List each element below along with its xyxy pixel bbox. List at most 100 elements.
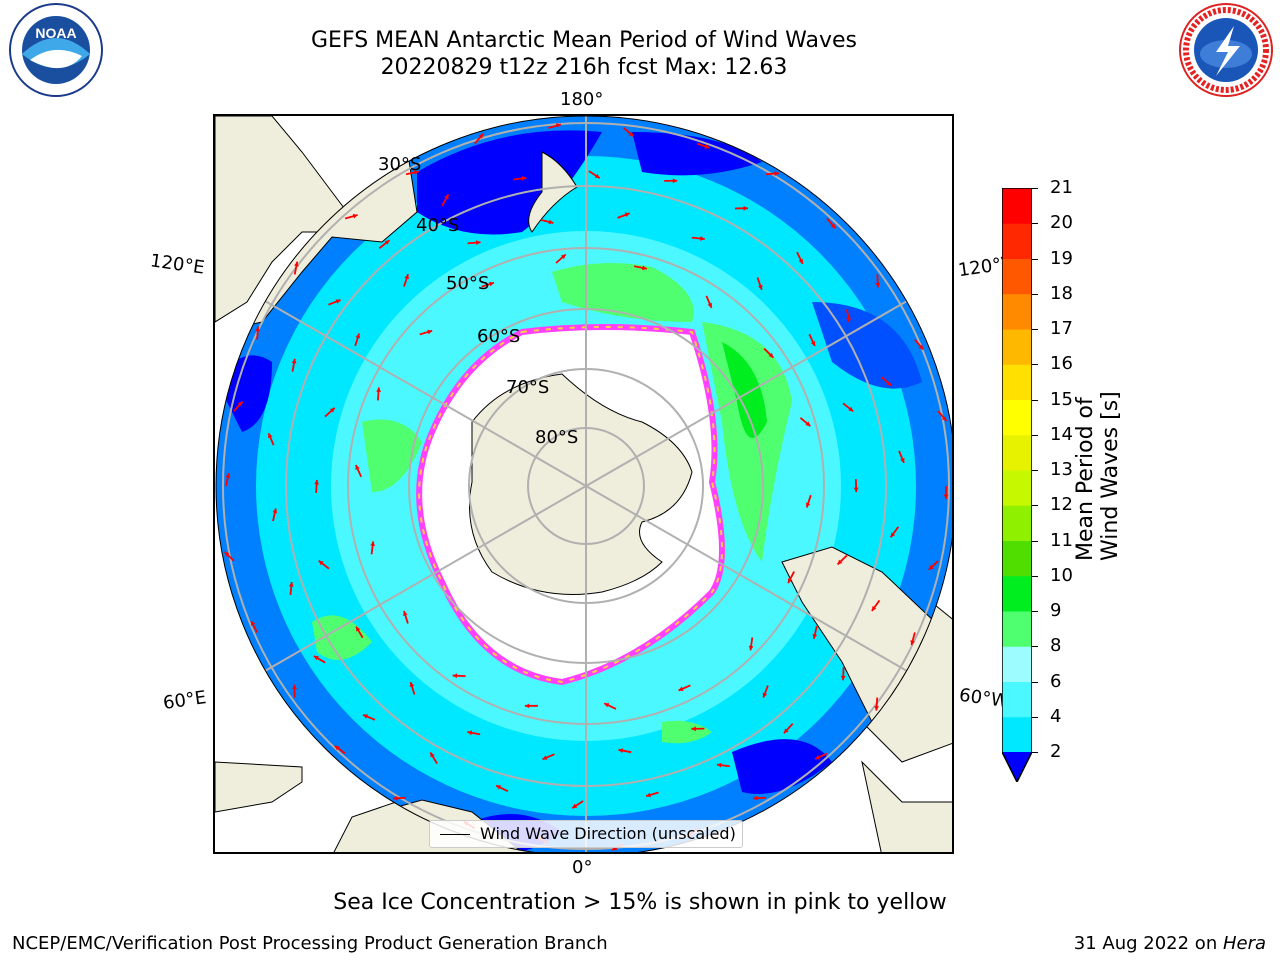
colorbar-tick-label: 12	[1050, 494, 1073, 516]
wave-patch-deep-1	[417, 130, 602, 235]
wind-wave-arrow-head	[370, 541, 376, 546]
graticule	[222, 116, 950, 852]
wind-wave-arrow-head	[250, 620, 256, 626]
wind-wave-arrow-head	[478, 133, 484, 139]
wind-wave-arrow-head	[815, 755, 821, 760]
wind-wave-arrow-head	[886, 380, 892, 386]
wind-wave-arrow-head	[691, 726, 696, 732]
wind-wave-arrow-head	[748, 645, 754, 651]
lon-label-120e: 120°E	[148, 250, 206, 279]
colorbar-tick-label: 14	[1050, 423, 1073, 445]
colorbar-tick-label: 17	[1050, 318, 1073, 339]
colorbar-outline	[1002, 188, 1032, 782]
wind-wave-arrow-head	[430, 752, 435, 758]
wind-wave-arrow-head	[294, 261, 299, 267]
wind-wave-arrow-head	[805, 502, 811, 508]
colorbar-tick-mark	[1032, 399, 1038, 401]
colorbar-tick-mark	[1032, 540, 1038, 542]
wind-wave-arrow-head	[624, 212, 630, 218]
wind-wave-arrow-head	[288, 582, 294, 587]
wave-patch-green-2	[702, 322, 792, 562]
wind-wave-arrow-head	[355, 333, 361, 339]
lon-label-60e: 60°E	[161, 687, 208, 714]
wind-wave-arrow-head	[314, 479, 320, 485]
wave-patch-green-3	[722, 342, 767, 438]
colorbar-tick-mark	[1032, 434, 1038, 436]
wind-wave-arrow-head	[496, 785, 502, 790]
colorbar-tick-label: 13	[1050, 459, 1073, 480]
wind-wave-arrow-head	[890, 532, 896, 538]
colorbar-segment	[1002, 716, 1032, 753]
colorbar-tick-mark	[1032, 716, 1038, 718]
wind-wave-arrow-head	[678, 686, 684, 691]
colorbar-tick-label: 18	[1050, 282, 1073, 304]
colorbar-tick-label: 21	[1050, 177, 1073, 198]
lon-label-0: 0°	[572, 857, 593, 878]
lon-label-180: 180°	[560, 89, 604, 110]
map-panel: 30°S 40°S 50°S 60°S 70°S 80°S Wind Wave …	[213, 114, 954, 854]
wind-wave-arrow-head	[928, 565, 934, 570]
wind-wave-arrow-head	[853, 487, 859, 493]
wind-wave-arrow-head	[768, 352, 774, 358]
wind-wave-arrow-head	[774, 171, 779, 176]
wind-wave-arrow-head	[355, 464, 360, 470]
wind-wave-arrow-head	[452, 673, 458, 679]
wind-wave-arrow-head	[224, 551, 230, 557]
wind-wave-arrow-head	[427, 329, 433, 335]
colorbar-segment	[1002, 611, 1032, 647]
colorbar-segment	[1002, 575, 1032, 612]
wind-wave-arrow-head	[384, 240, 390, 245]
wind-wave-arrow-head	[362, 714, 368, 719]
wave-patch-green-4	[362, 419, 422, 492]
map-subtitle: 20220829 t12z 216h fcst Max: 12.63	[380, 55, 788, 80]
wind-wave-arrow-head	[716, 762, 722, 768]
colorbar-segment	[1002, 258, 1032, 295]
wind-wave-arrow-head	[707, 302, 713, 308]
wind-wave-arrow-head	[628, 131, 634, 137]
wind-wave-arrow-head	[225, 473, 231, 479]
wind-wave-arrow-head	[524, 703, 530, 709]
wind-wave-arrow-head	[548, 219, 554, 225]
nws-logo	[1179, 3, 1273, 97]
colorbar-tick-label: 8	[1050, 635, 1062, 657]
wind-wave-arrow-head	[329, 407, 335, 413]
wind-wave-arrow-head	[810, 341, 816, 347]
wind-wave-arrow-head	[753, 795, 758, 801]
antarctica-landmass	[469, 373, 693, 595]
colorbar-tick-mark	[1032, 646, 1038, 648]
wind-wave-arrow-head	[604, 703, 610, 708]
wind-wave-arrow-head	[352, 213, 358, 219]
wind-wave-arrow-head	[268, 433, 273, 439]
wind-wave-arrow-head	[542, 755, 548, 760]
lat-label-40s: 40°S	[416, 215, 459, 236]
wave-patch-green-1	[552, 263, 694, 322]
wind-wave-arrow-head	[467, 730, 473, 736]
colorbar-segment	[1002, 505, 1032, 541]
wind-wave-arrow-head	[874, 706, 880, 711]
wind-wave-arrow-head	[704, 144, 710, 149]
wind-wave-arrow-head	[743, 205, 748, 211]
colorbar-segment	[1002, 540, 1032, 577]
wind-wave-arrow-head	[837, 559, 843, 565]
colorbar-extend-arrow	[1002, 752, 1032, 782]
wind-wave-arrow-head	[572, 803, 578, 809]
colorbar-tick-label: 15	[1050, 388, 1073, 410]
lat-label-60s: 60°S	[477, 326, 520, 347]
footer-host: Hera	[1222, 933, 1266, 954]
polar-map: 30°S 40°S 50°S 60°S 70°S 80°S	[215, 116, 952, 852]
wind-wave-arrow-head	[237, 401, 243, 407]
legend-line-sample	[440, 834, 470, 835]
colorbar-segment	[1002, 188, 1032, 224]
wind-wave-arrow-head	[393, 795, 398, 801]
lat-label-50s: 50°S	[446, 273, 489, 294]
sea-ice-note: Sea Ice Concentration > 15% is shown in …	[333, 890, 947, 915]
wind-wave-arrow-head	[941, 416, 947, 422]
colorbar-label: Mean Period of Wind Waves [s]	[1073, 391, 1123, 561]
colorbar-tick-label: 20	[1050, 212, 1073, 234]
colorbar-tick-label: 10	[1050, 564, 1073, 586]
colorbar-segment	[1002, 399, 1032, 436]
colorbar-tick-mark	[1032, 752, 1038, 753]
wave-patch-deep-5	[732, 739, 832, 794]
wind-wave-arrow-head	[918, 344, 924, 350]
colorbar-segment	[1002, 364, 1032, 400]
